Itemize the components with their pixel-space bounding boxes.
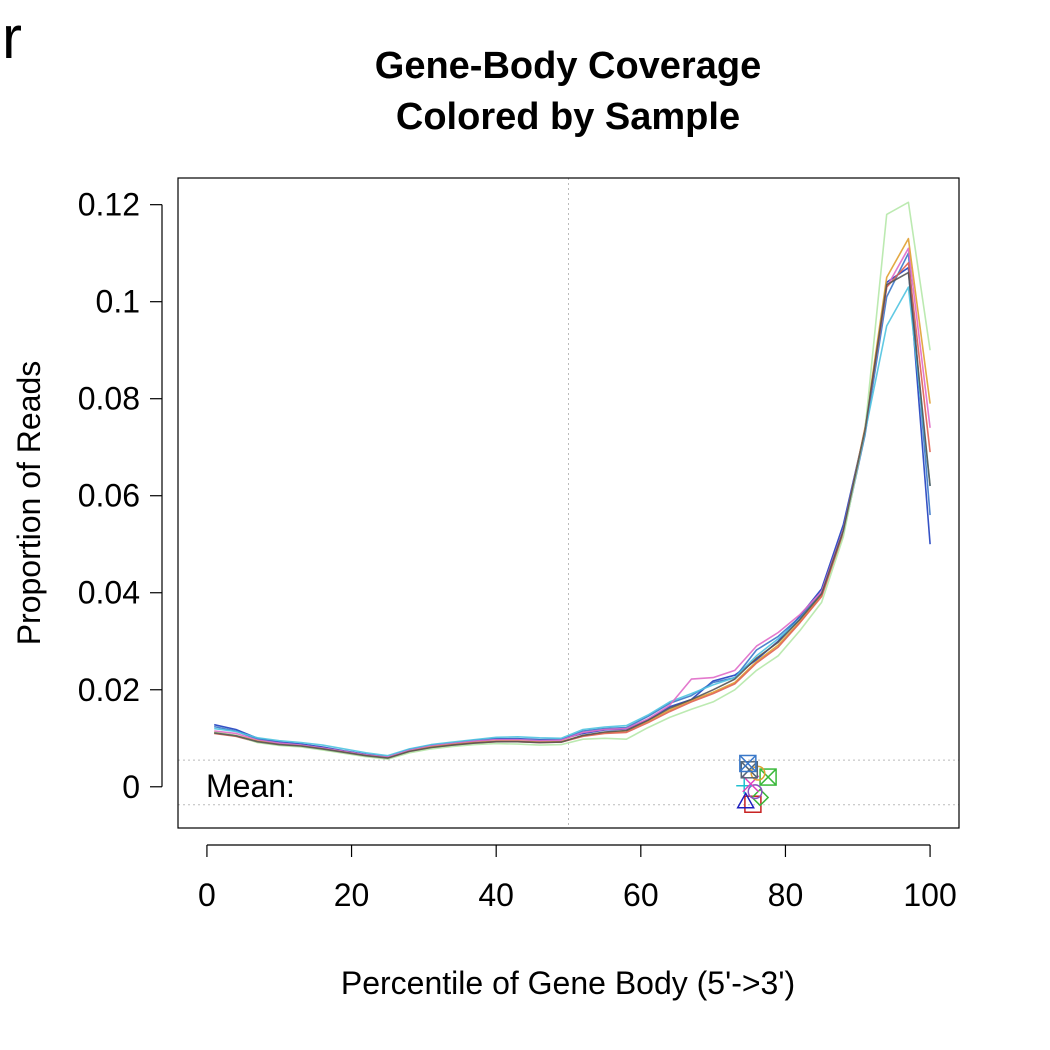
series-line-8 <box>214 271 931 759</box>
series-line-1 <box>214 266 931 758</box>
mean-marker-square-x <box>739 754 757 773</box>
y-tick-label: 0 <box>122 769 140 805</box>
reference-lines <box>178 178 959 828</box>
mean-marker-diamond <box>751 788 770 807</box>
series-line-5 <box>214 237 931 759</box>
series-line-4 <box>214 247 931 759</box>
y-tick-label: 0.12 <box>78 187 140 223</box>
y-axis: 0 0.02 0.04 0.06 0.08 0.1 0.12 <box>78 187 163 805</box>
series-line-3 <box>214 286 931 757</box>
x-axis: 0 20 40 60 80 100 <box>198 844 957 913</box>
mean-marker-square-x <box>759 768 777 786</box>
mean-marker-triangle <box>736 791 755 809</box>
plot-frame <box>177 177 960 829</box>
y-tick-label: 0.04 <box>78 575 140 611</box>
y-tick-label: 0.1 <box>96 284 140 320</box>
mean-marker-circle <box>747 784 763 800</box>
x-tick-label: 40 <box>478 877 514 913</box>
mean-markers <box>736 754 777 813</box>
y-tick-label: 0.02 <box>78 672 140 708</box>
y-tick-label: 0.08 <box>78 381 140 417</box>
mean-label: Mean: <box>206 768 295 804</box>
x-tick-label: 80 <box>768 877 804 913</box>
series-line-2 <box>214 252 931 759</box>
series-line-6 <box>214 262 931 760</box>
y-tick-label: 0.06 <box>78 478 140 514</box>
x-tick-label: 20 <box>334 877 370 913</box>
x-tick-label: 60 <box>623 877 659 913</box>
y-axis-title: Proportion of Reads <box>11 361 47 646</box>
x-tick-label: 0 <box>198 877 216 913</box>
series-lines <box>214 201 931 760</box>
x-axis-title: Percentile of Gene Body (5'->3') <box>341 965 795 1001</box>
x-tick-label: 100 <box>903 877 956 913</box>
series-line-7 <box>214 201 931 760</box>
chart-subtitle: Colored by Sample <box>396 96 740 138</box>
chart-title: Gene-Body Coverage <box>375 45 761 87</box>
panel-letter: r <box>2 4 22 71</box>
